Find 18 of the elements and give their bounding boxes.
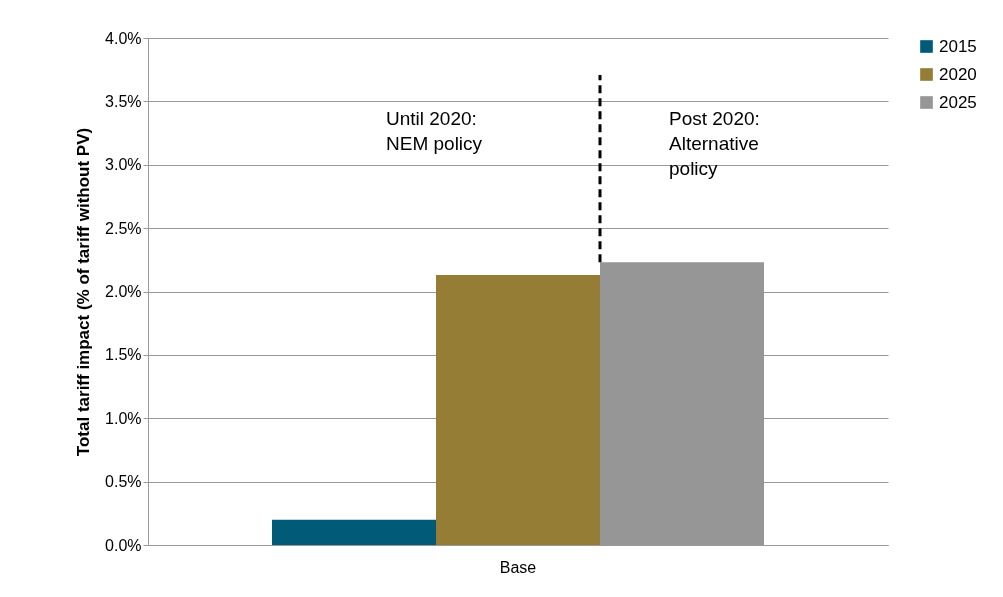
bar <box>271 519 436 545</box>
y-tick-label: 0.0% <box>105 536 142 554</box>
x-tick-label: Base <box>499 558 537 576</box>
legend-label: 2020 <box>939 64 977 84</box>
y-tick-label: 3.5% <box>105 92 142 110</box>
y-tick-label: 4.0% <box>105 29 142 47</box>
y-tick-label: 1.0% <box>105 409 142 427</box>
legend-label: 2015 <box>939 36 977 56</box>
y-tick-label: 2.5% <box>105 219 142 237</box>
legend-label: 2025 <box>939 92 977 112</box>
annotation: Until 2020: NEM policy <box>386 108 483 154</box>
y-tick-label: 0.5% <box>105 473 142 491</box>
y-axis-title: Total tariff impact (% of tariff without PV) <box>74 127 94 457</box>
y-tick-label: 2.0% <box>105 283 142 300</box>
annotation: Post 2020: Alternative policy <box>669 108 760 179</box>
y-tick-label: 3.0% <box>105 156 142 174</box>
y-tick-label: 1.5% <box>105 346 142 364</box>
bar <box>436 275 600 545</box>
